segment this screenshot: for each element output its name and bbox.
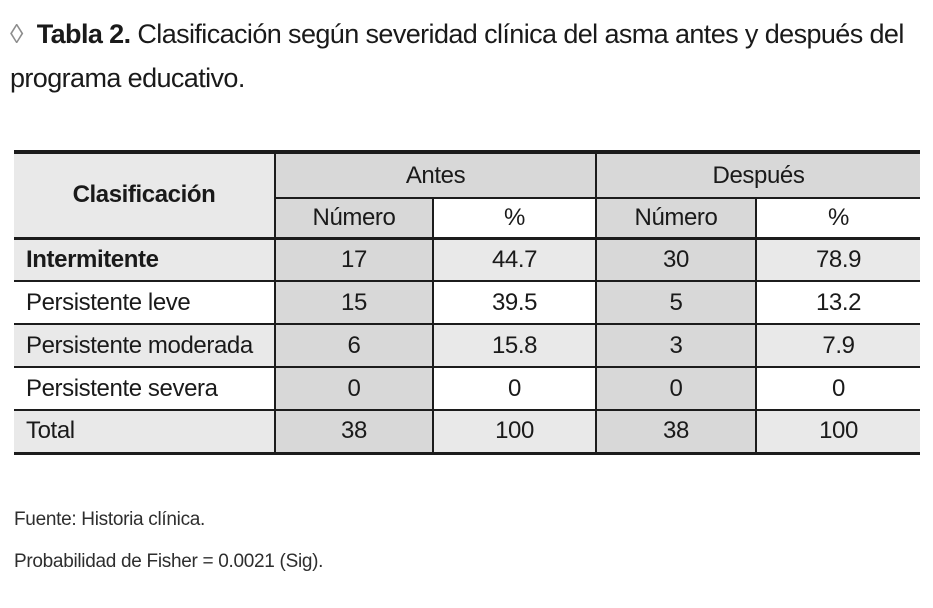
- table-cell: 13.2: [755, 281, 920, 325]
- table-row-persistente-severa: Persistente severa 0 0 0 0: [14, 367, 920, 411]
- row-label: Persistente severa: [14, 367, 275, 411]
- column-group-despues: Después: [595, 152, 920, 199]
- table-cell: 3: [595, 324, 756, 368]
- table-cell: 39.5: [432, 281, 596, 325]
- table-footnotes: Fuente: Historia clínica. Probabilidad d…: [14, 508, 323, 573]
- table-header-sub-row: Número % Número %: [14, 198, 920, 240]
- table-cell: 6: [274, 324, 433, 368]
- table-caption: ◊ Tabla 2. Clasificación según severidad …: [10, 12, 925, 100]
- table-cell: 30: [595, 238, 756, 282]
- table-row-persistente-moderada: Persistente moderada 6 15.8 3 7.9: [14, 324, 920, 368]
- table-cell: 100: [432, 410, 596, 453]
- table-caption-text: Clasificación según severidad clínica de…: [10, 19, 904, 93]
- table-cell: 15.8: [432, 324, 596, 368]
- table-cell: 100: [755, 410, 920, 453]
- column-header-despues-pct: %: [755, 198, 920, 240]
- table-cell: 0: [274, 367, 433, 411]
- column-header-antes-pct: %: [432, 198, 596, 240]
- table-cell: 7.9: [755, 324, 920, 368]
- table-cell: 78.9: [755, 238, 920, 282]
- column-header-clasificacion: Clasificación: [14, 152, 276, 240]
- table-row-total: Total 38 100 38 100: [14, 410, 920, 453]
- column-header-antes-numero: Número: [274, 198, 433, 240]
- column-group-antes: Antes: [274, 152, 596, 199]
- table-cell: 15: [274, 281, 433, 325]
- table-row-persistente-leve: Persistente leve 15 39.5 5 13.2: [14, 281, 920, 325]
- footnote-source: Fuente: Historia clínica.: [14, 509, 206, 530]
- column-header-despues-numero: Número: [595, 198, 756, 240]
- table-cell: 0: [595, 367, 756, 411]
- classification-table: Clasificación Antes Después Número % Núm…: [14, 150, 920, 455]
- table-cell: 44.7: [432, 238, 596, 282]
- table-row-intermitente: Intermitente 17 44.7 30 78.9: [14, 238, 920, 282]
- table-cell: 0: [755, 367, 920, 411]
- table-cell: 5: [595, 281, 756, 325]
- table-cell: 38: [595, 410, 756, 453]
- table-cell: 0: [432, 367, 596, 411]
- table-cell: 38: [274, 410, 433, 453]
- table-cell: 17: [274, 238, 433, 282]
- row-label: Intermitente: [14, 238, 275, 282]
- row-label: Total: [14, 410, 275, 453]
- footnote-fisher: Probabilidad de Fisher = 0.0021 (Sig).: [14, 551, 324, 572]
- diamond-icon: ◊: [10, 19, 23, 49]
- table-header-group-row: Clasificación Antes Después: [14, 152, 920, 240]
- row-label: Persistente leve: [14, 281, 275, 325]
- table-caption-number: Tabla 2.: [36, 19, 131, 49]
- row-label: Persistente moderada: [14, 324, 275, 368]
